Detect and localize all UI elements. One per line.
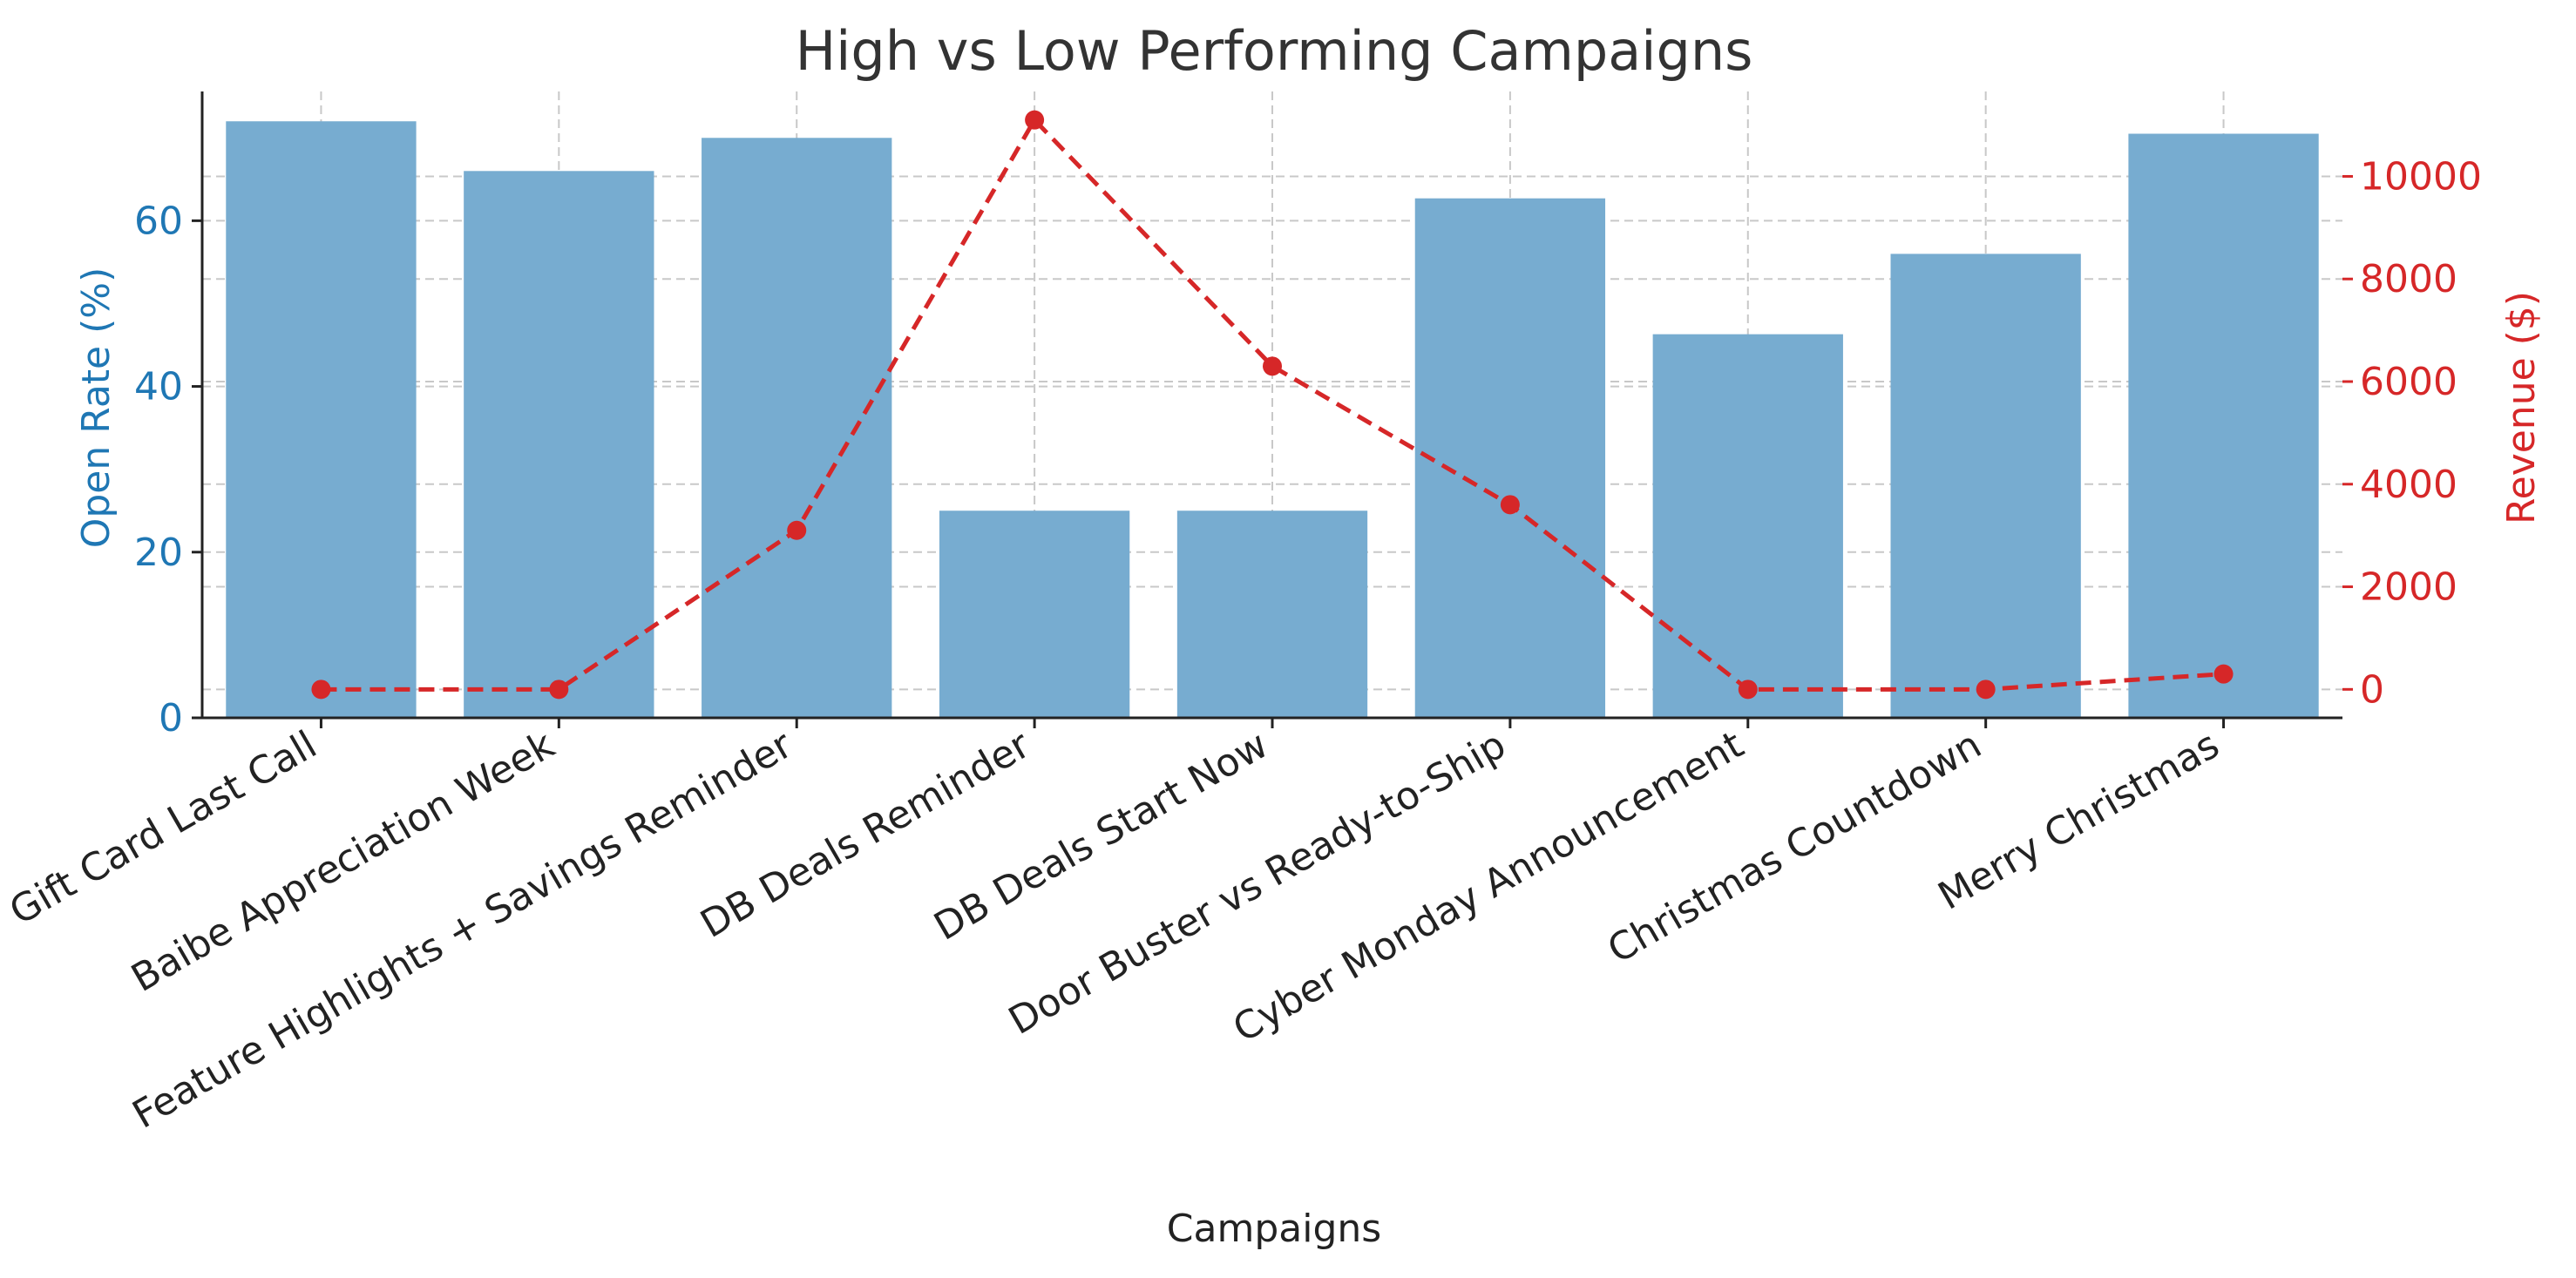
bar-open-rate-3: [939, 511, 1130, 718]
revenue-point-4: [1263, 356, 1282, 376]
revenue-line-series: [311, 110, 2234, 700]
x-axis-label: Campaigns: [1167, 1207, 1381, 1251]
open-rate-bars: [226, 121, 2319, 719]
bar-open-rate-5: [1414, 198, 1606, 718]
bar-open-rate-2: [702, 138, 892, 718]
bar-open-rate-8: [2128, 133, 2319, 718]
revenue-point-2: [787, 520, 807, 540]
revenue-point-7: [1976, 680, 1996, 700]
revenue-point-6: [1738, 680, 1758, 700]
revenue-point-8: [2213, 664, 2234, 684]
bar-open-rate-6: [1652, 334, 1843, 718]
revenue-point-1: [549, 680, 569, 700]
tick-label-left-3: 60: [134, 199, 183, 243]
revenue-point-5: [1500, 495, 1520, 515]
y-axis-right-label: Revenue ($): [2499, 291, 2544, 524]
tick-label-right-3: 6000: [2360, 360, 2457, 404]
tick-label-right-4: 8000: [2360, 257, 2457, 301]
tick-label-left-2: 40: [134, 365, 183, 409]
chart-title: High vs Low Performing Campaigns: [796, 19, 1753, 83]
tick-label-right-0: 0: [2360, 667, 2384, 712]
y-axis-left-label: Open Rate (%): [74, 267, 119, 549]
tick-label-right-1: 2000: [2360, 565, 2457, 610]
tick-label-left-1: 20: [134, 531, 183, 575]
revenue-point-0: [311, 680, 331, 700]
bar-open-rate-4: [1176, 511, 1368, 718]
tick-label-right-2: 4000: [2360, 463, 2457, 507]
bar-open-rate-1: [464, 171, 654, 719]
revenue-line: [321, 116, 2224, 692]
revenue-point-3: [1025, 110, 1045, 130]
bar-open-rate-0: [226, 121, 417, 718]
tick-label-x-7: Christmas Countdown: [1600, 722, 1989, 972]
tick-label-x-1: Baibe Appreciation Week: [124, 722, 562, 1001]
tick-label-left-0: 0: [159, 696, 183, 740]
chart-axes: [192, 91, 2353, 728]
tick-label-right-5: 10000: [2360, 154, 2482, 199]
bar-open-rate-7: [1890, 254, 2081, 718]
